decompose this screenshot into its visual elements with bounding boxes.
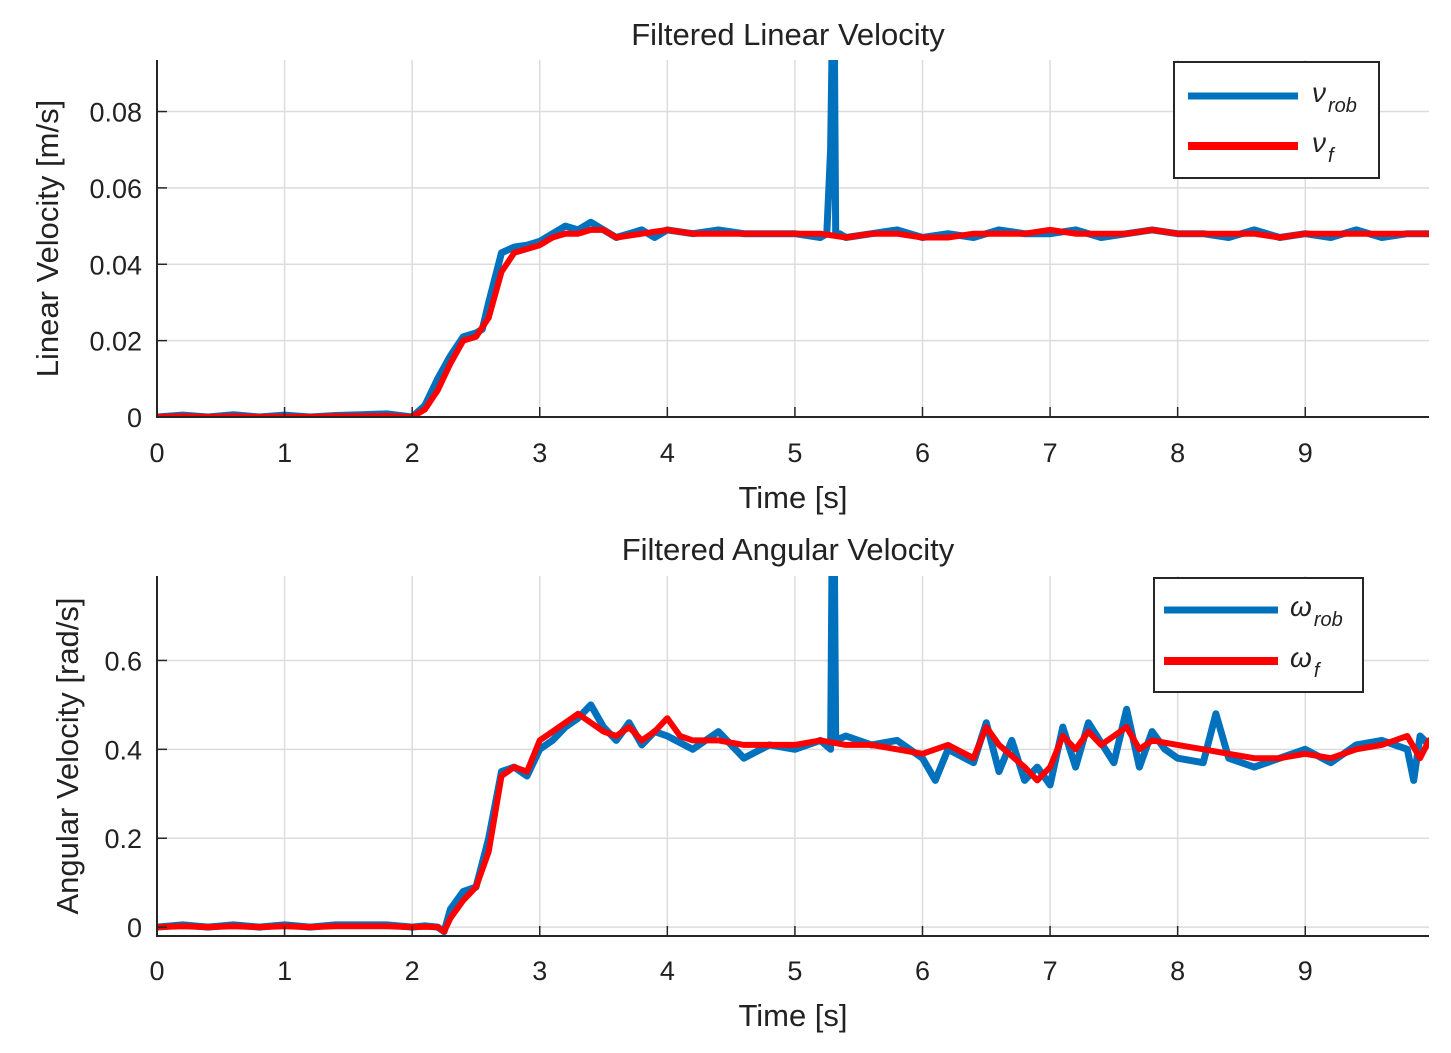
chart-1: 0 1 2 3 4 5 6 7 8 9 0 0.02 0.04 0.06 0.08 Filtered Line… xyxy=(30,17,1429,515)
x-tick-label: 1 xyxy=(277,956,292,986)
x-tick-label: 3 xyxy=(532,438,547,468)
x-axis-label: Time [s] xyxy=(738,480,847,515)
x-tick-label: 7 xyxy=(1043,438,1058,468)
x-tick-label: 9 xyxy=(1298,956,1313,986)
y-tick-label: 0.02 xyxy=(89,327,142,357)
x-tick-label: 8 xyxy=(1170,438,1185,468)
x-tick-label: 5 xyxy=(787,956,802,986)
x-tick-label: 0 xyxy=(149,956,164,986)
x-tick-label: 5 xyxy=(787,438,802,468)
chart-title: Filtered Linear Velocity xyxy=(631,17,945,52)
legend: ν rob ν f xyxy=(1173,61,1380,179)
x-tick-label: 2 xyxy=(405,438,420,468)
x-tick-label: 3 xyxy=(532,956,547,986)
legend-label-rob: ν rob xyxy=(1312,77,1357,117)
x-tick-label: 6 xyxy=(915,438,930,468)
x-tick-label: 2 xyxy=(405,956,420,986)
x-tick-label: 8 xyxy=(1170,956,1185,986)
legend: ω rob ω f xyxy=(1153,577,1364,693)
legend-box xyxy=(1173,61,1380,179)
y-tick-label: 0.04 xyxy=(89,250,142,280)
y-tick-label: 0 xyxy=(127,913,142,943)
chart-title: Filtered Angular Velocity xyxy=(622,532,955,567)
y-tick-label: 0.4 xyxy=(104,735,142,765)
x-tick-label: 0 xyxy=(149,438,164,468)
x-tick-label: 4 xyxy=(660,438,675,468)
y-tick-label: 0 xyxy=(127,403,142,433)
y-tick-label: 0.06 xyxy=(89,174,142,204)
x-tick-label: 6 xyxy=(915,956,930,986)
x-tick-label: 7 xyxy=(1043,956,1058,986)
legend-label-rob: ω rob xyxy=(1290,591,1343,631)
y-tick-label: 0.6 xyxy=(104,646,142,676)
x-axis-label: Time [s] xyxy=(738,998,847,1033)
x-tick-label: 1 xyxy=(277,438,292,468)
series-line-f xyxy=(157,226,1429,417)
x-tick-label: 4 xyxy=(660,956,675,986)
y-tick-label: 0.08 xyxy=(89,98,142,128)
chart-2: 0 1 2 3 4 5 6 7 8 9 0 0.2 0.4 0.6 Filtered Angular Vel… xyxy=(50,532,1429,1033)
y-tick-label: 0.2 xyxy=(104,824,142,854)
x-tick-label: 9 xyxy=(1298,438,1313,468)
y-axis-label: Angular Velocity [rad/s] xyxy=(50,597,85,914)
legend-box xyxy=(1153,577,1364,693)
y-axis-label: Linear Velocity [m/s] xyxy=(30,100,65,377)
series-line-f xyxy=(157,710,1429,935)
